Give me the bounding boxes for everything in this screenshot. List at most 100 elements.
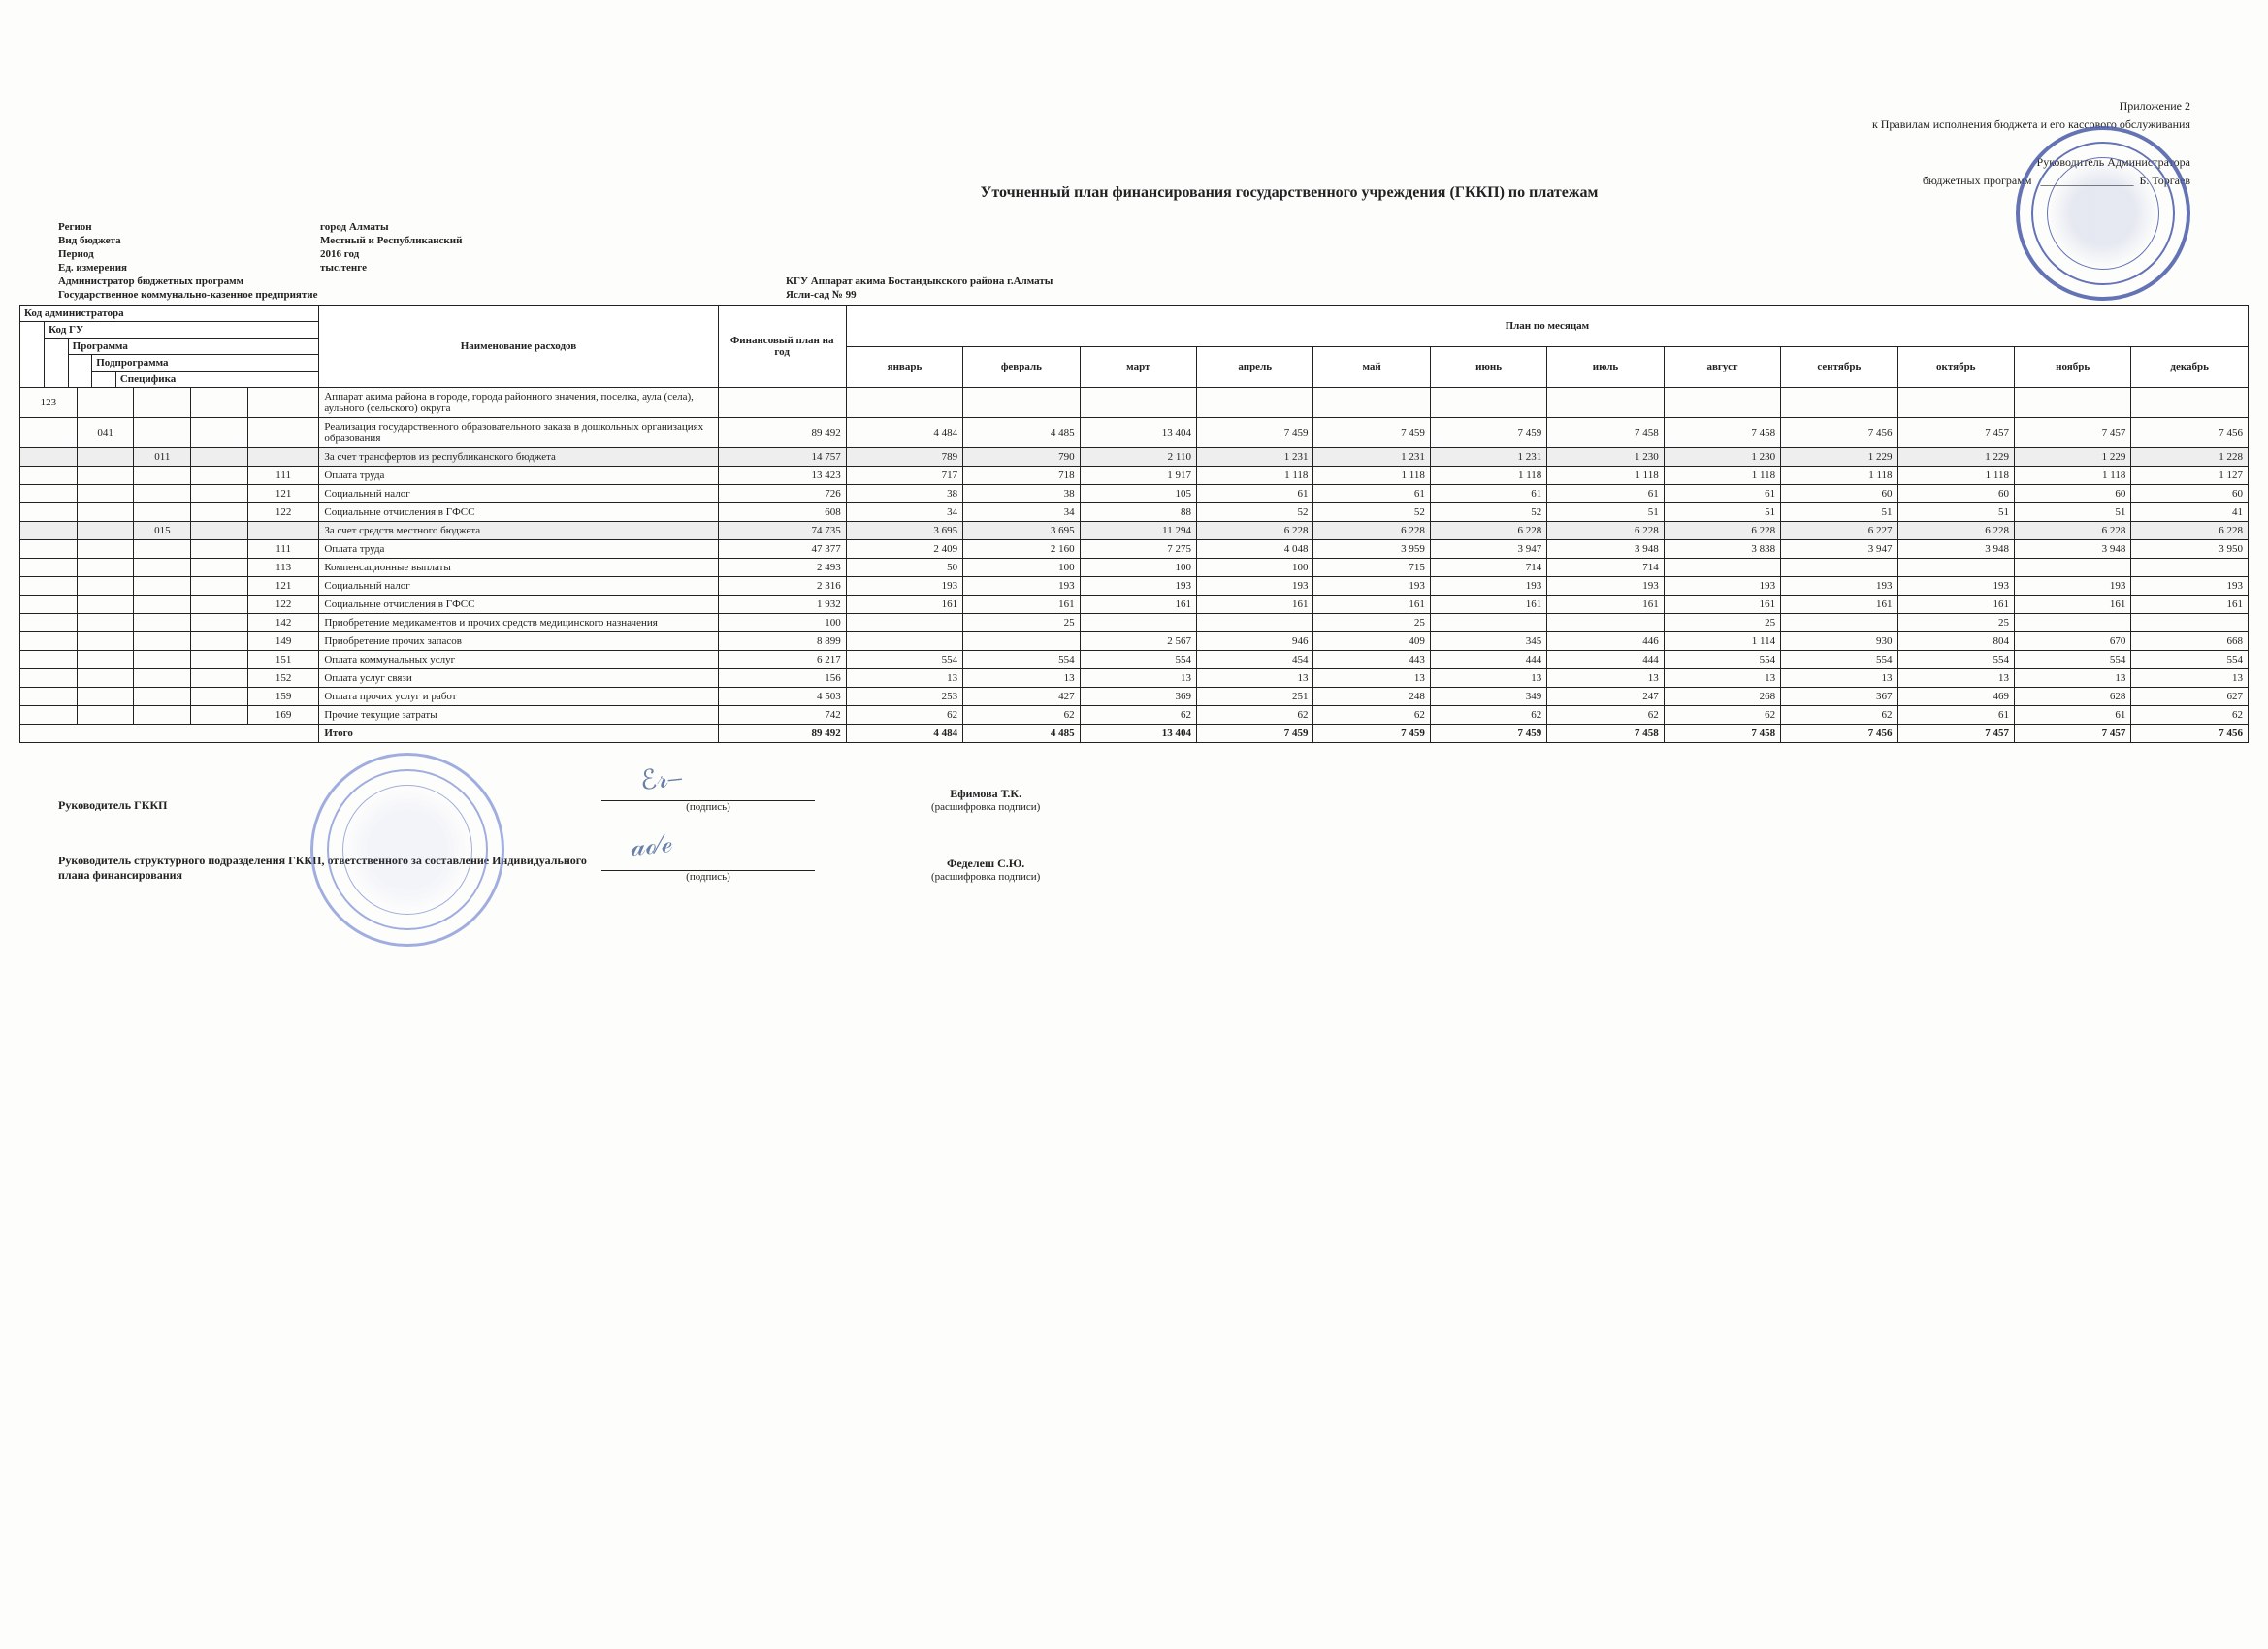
- month-cell: 193: [1781, 577, 1897, 596]
- table-row: 015За счет средств местного бюджета74 73…: [20, 522, 2249, 540]
- month-cell: 1 118: [1664, 467, 1780, 485]
- month-cell: 554: [1897, 651, 2014, 669]
- code-cell: [20, 632, 78, 651]
- month-cell: 193: [1197, 577, 1313, 596]
- code-cell: [191, 559, 248, 577]
- month-cell: 345: [1430, 632, 1546, 651]
- code-cell: 122: [247, 503, 318, 522]
- month-header-10: ноябрь: [2014, 346, 2130, 388]
- month-cell: 61: [1197, 485, 1313, 503]
- month-cell: 13: [1430, 669, 1546, 688]
- code-cell: [191, 632, 248, 651]
- struct-signature-line: 𝒶ℴ⁄ℯ: [601, 842, 815, 871]
- code-cell: [20, 522, 78, 540]
- admin-value: КГУ Аппарат акима Бостандыкского района …: [786, 275, 1053, 287]
- name-cell: Аппарат акима района в городе, города ра…: [319, 388, 718, 418]
- month-cell: 193: [1430, 577, 1546, 596]
- month-header-9: октябрь: [1897, 346, 2014, 388]
- code-cell: [191, 614, 248, 632]
- month-cell: 1 118: [2014, 467, 2130, 485]
- code-cell: [134, 559, 191, 577]
- month-cell: 349: [1430, 688, 1546, 706]
- month-cell: 2 409: [846, 540, 962, 559]
- code-cell: 111: [247, 540, 318, 559]
- plan-cell: 13 423: [718, 467, 846, 485]
- month-cell: [1897, 559, 2014, 577]
- month-cell: 61: [2014, 706, 2130, 725]
- month-cell: 3 948: [2014, 540, 2130, 559]
- month-cell: 161: [1547, 596, 1664, 614]
- code-cell: [134, 669, 191, 688]
- unit-value: тыс.тенге: [320, 262, 367, 274]
- table-row: 151Оплата коммунальных услуг6 2175545545…: [20, 651, 2249, 669]
- month-cell: 13: [2131, 669, 2249, 688]
- month-cell: [1781, 559, 1897, 577]
- month-cell: 62: [1313, 706, 1430, 725]
- code-cell: [20, 596, 78, 614]
- month-cell: 251: [1197, 688, 1313, 706]
- month-cell: 454: [1197, 651, 1313, 669]
- month-cell: 7 275: [1080, 540, 1196, 559]
- col-name: Наименование расходов: [319, 306, 718, 388]
- month-cell: 41: [2131, 503, 2249, 522]
- month-cell: 13: [2014, 669, 2130, 688]
- name-cell: Социальный налог: [319, 577, 718, 596]
- code-cell: [191, 448, 248, 467]
- code-cell: [77, 651, 134, 669]
- code-cell: [247, 418, 318, 448]
- month-cell: 3 950: [2131, 540, 2249, 559]
- month-cell: 13: [1197, 669, 1313, 688]
- month-cell: 193: [1547, 577, 1664, 596]
- month-cell: 61: [1313, 485, 1430, 503]
- month-cell: 554: [1664, 651, 1780, 669]
- month-cell: 161: [1197, 596, 1313, 614]
- month-cell: 38: [963, 485, 1080, 503]
- month-cell: [1197, 614, 1313, 632]
- table-row: 149Приобретение прочих запасов8 8992 567…: [20, 632, 2249, 651]
- month-cell: 60: [2131, 485, 2249, 503]
- month-cell: 62: [1430, 706, 1546, 725]
- month-cell: 6 228: [2014, 522, 2130, 540]
- plan-cell: 74 735: [718, 522, 846, 540]
- month-cell: 193: [1080, 577, 1196, 596]
- month-cell: 2 110: [1080, 448, 1196, 467]
- plan-cell: 4 503: [718, 688, 846, 706]
- month-cell: 161: [2131, 596, 2249, 614]
- month-cell: 4 485: [963, 418, 1080, 448]
- month-cell: 789: [846, 448, 962, 467]
- month-cell: 161: [963, 596, 1080, 614]
- month-cell: 469: [1897, 688, 2014, 706]
- month-cell: 247: [1547, 688, 1664, 706]
- month-cell: [1897, 388, 2014, 418]
- stamp-bottom: [310, 753, 504, 947]
- month-cell: 2 160: [963, 540, 1080, 559]
- code-cell: [247, 522, 318, 540]
- code-cell: 113: [247, 559, 318, 577]
- appendix-label: Приложение 2: [1872, 97, 2190, 115]
- month-cell: 34: [963, 503, 1080, 522]
- region-value: город Алматы: [320, 221, 389, 233]
- name-cell: За счет средств местного бюджета: [319, 522, 718, 540]
- code-cell: [134, 503, 191, 522]
- month-cell: 161: [1313, 596, 1430, 614]
- table-row: 159Оплата прочих услуг и работ4 50325342…: [20, 688, 2249, 706]
- month-header-3: апрель: [1197, 346, 1313, 388]
- month-cell: 25: [1897, 614, 2014, 632]
- code-cell: [247, 388, 318, 418]
- name-cell: Реализация государственного образователь…: [319, 418, 718, 448]
- total-month: 7 459: [1313, 725, 1430, 743]
- month-cell: 51: [1664, 503, 1780, 522]
- month-cell: 60: [1897, 485, 2014, 503]
- total-month: 7 456: [2131, 725, 2249, 743]
- code-cell: [77, 503, 134, 522]
- month-cell: 100: [963, 559, 1080, 577]
- month-cell: 409: [1313, 632, 1430, 651]
- table-row: 041Реализация государственного образоват…: [20, 418, 2249, 448]
- month-cell: 193: [1313, 577, 1430, 596]
- month-cell: 193: [1664, 577, 1780, 596]
- month-cell: [963, 632, 1080, 651]
- code-cell: 149: [247, 632, 318, 651]
- code-cell: [77, 522, 134, 540]
- month-cell: 715: [1313, 559, 1430, 577]
- col-plan: Финансовый план на год: [718, 306, 846, 388]
